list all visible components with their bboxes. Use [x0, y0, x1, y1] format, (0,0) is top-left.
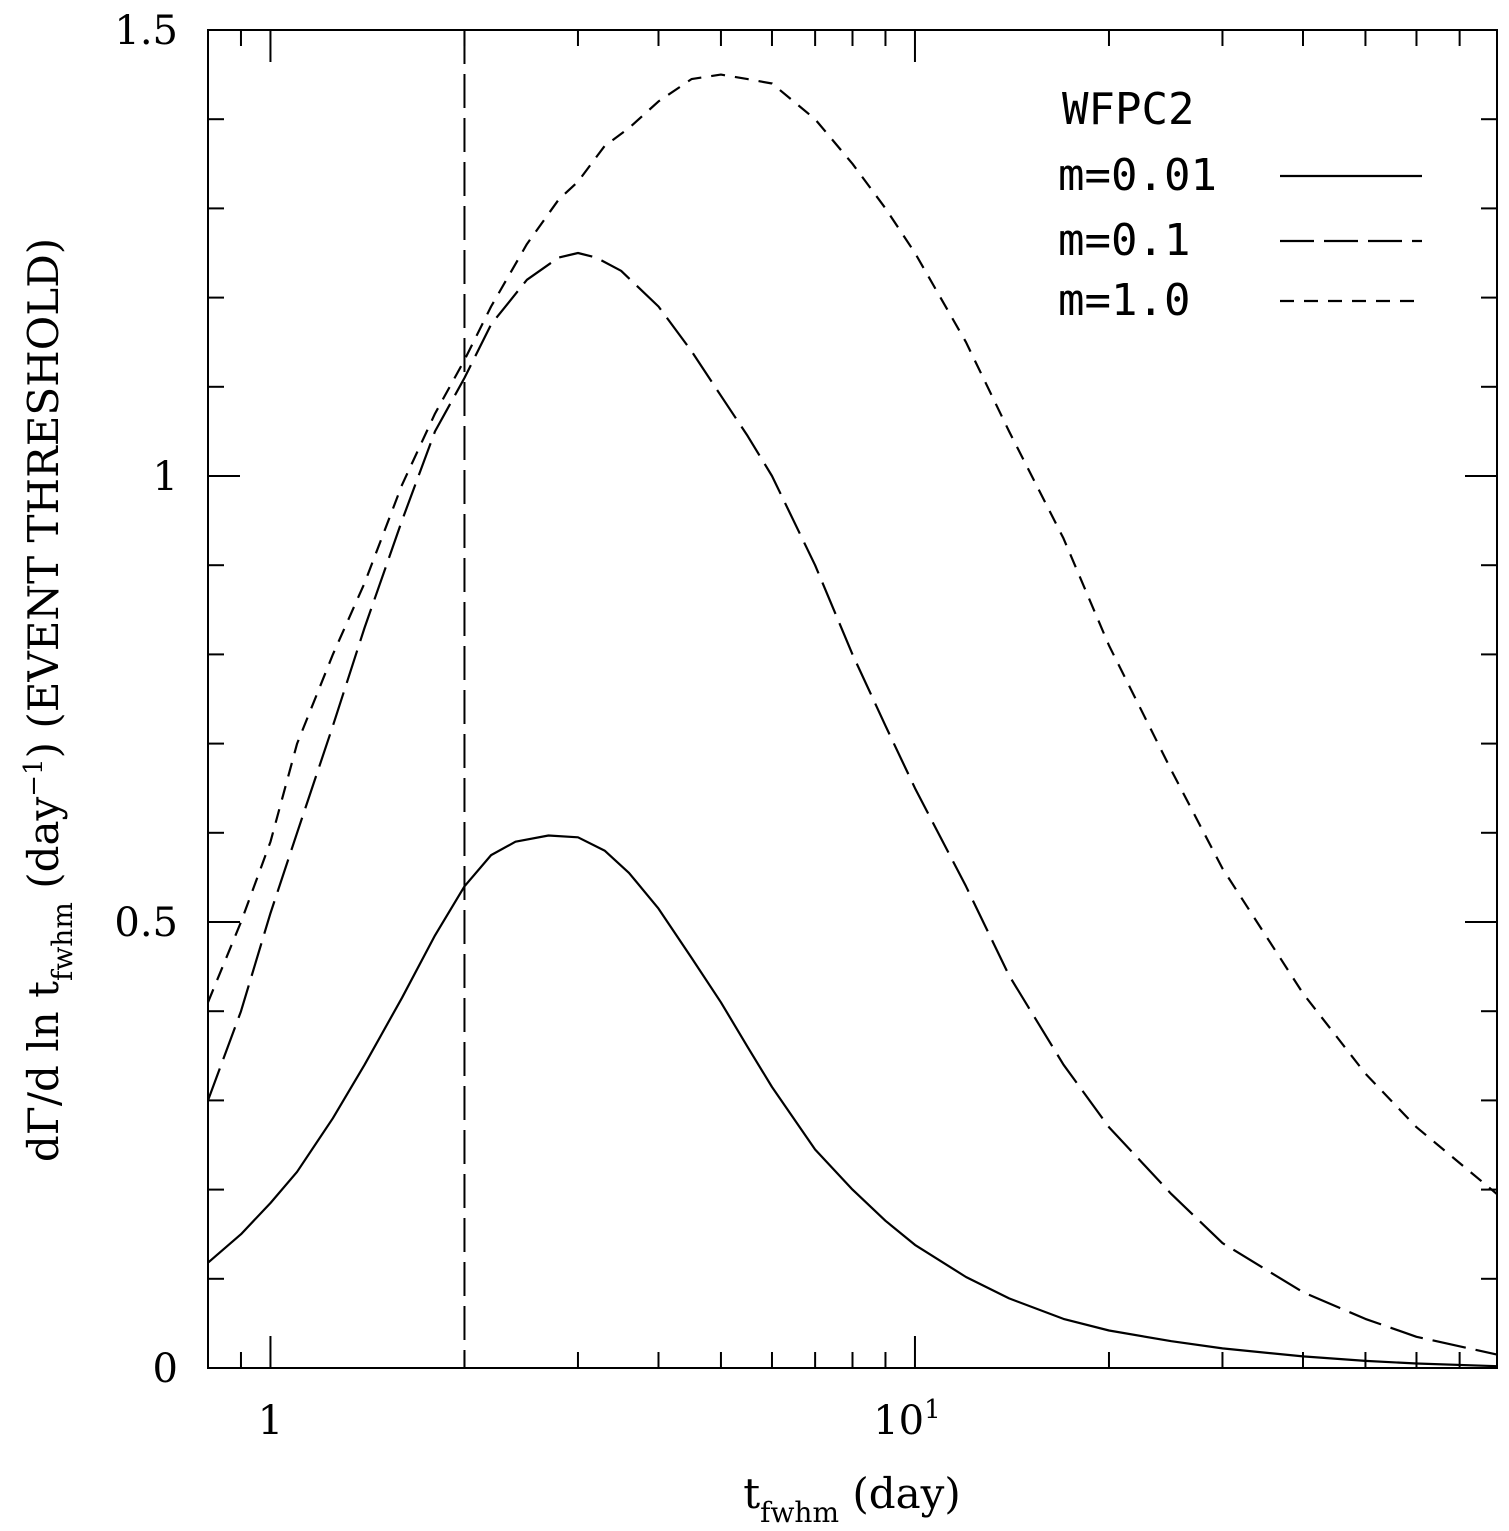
legend-label: m=1.0 — [1058, 275, 1190, 326]
legend-title: WFPC2 — [1062, 84, 1194, 135]
y-axis-label: dΓ/d ln tfwhm (day−1) (EVENT THRESHOLD) — [19, 238, 79, 1162]
x-tick-label: 1 — [258, 1398, 283, 1444]
series-line-m-1-0 — [206, 73, 1498, 1195]
series-layer — [206, 73, 1498, 1368]
x-axis-label: tfwhm (day) — [743, 1469, 961, 1529]
y-tick-label: 0.5 — [114, 900, 178, 946]
x-tick-label: 101 — [873, 1395, 940, 1444]
plot-area — [207, 29, 1498, 1369]
legend-label: m=0.1 — [1058, 215, 1190, 266]
y-tick-label: 1.5 — [114, 8, 178, 54]
legend: WFPC2 m=0.01 m=0.1 m=1.0 — [1058, 84, 1422, 326]
y-tick-label: 1 — [153, 454, 178, 500]
axis-labels: tfwhm (day) dΓ/d ln tfwhm (day−1) (EVENT … — [19, 238, 961, 1529]
plot-frame — [207, 29, 1498, 1369]
series-line-m-0-01 — [207, 834, 1498, 1368]
series-line-m-0-1 — [206, 251, 1498, 1356]
y-tick-label: 0 — [153, 1346, 178, 1392]
legend-label: m=0.01 — [1058, 150, 1217, 201]
axis-ticks: 0 0.5 1 1.5 1 101 — [114, 8, 1498, 1444]
